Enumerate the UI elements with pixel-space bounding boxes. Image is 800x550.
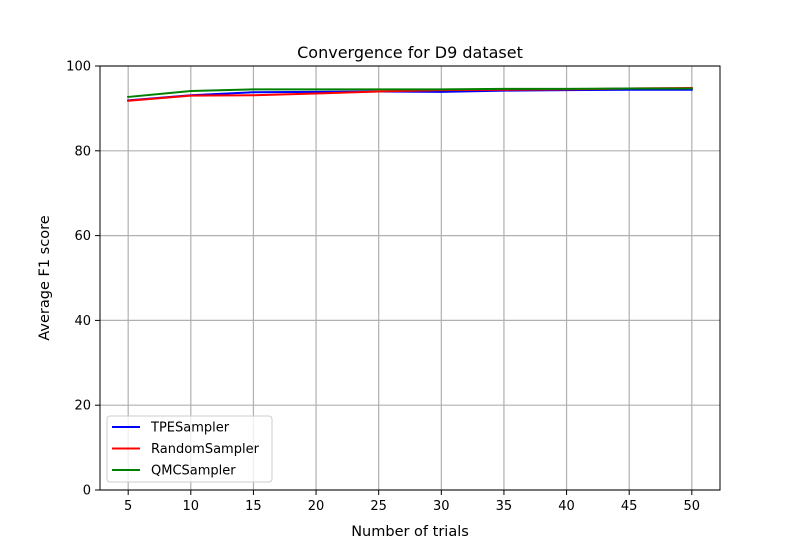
y-tick-label: 40 (74, 314, 91, 329)
y-tick-label: 60 (74, 229, 91, 244)
axis-ticks: 5 10 15 20 25 30 35 40 45 50 0 20 40 60 80 100 (66, 60, 700, 515)
x-tick-label: 45 (621, 499, 638, 514)
x-tick-label: 25 (370, 499, 387, 514)
series-lines (127, 87, 693, 102)
x-tick-label: 40 (558, 499, 575, 514)
x-axis-label: Number of trials (351, 524, 469, 540)
x-tick-label: 50 (684, 499, 701, 514)
legend-box (106, 415, 273, 483)
x-tick-label: 20 (308, 499, 325, 514)
chart-title: Convergence for D9 dataset (297, 43, 523, 62)
y-tick-label: 0 (83, 484, 91, 499)
legend-label-tpesampler: TPESampler (150, 421, 230, 436)
x-tick-label: 15 (245, 499, 262, 514)
legend: TPESampler RandomSampler QMCSampler (106, 415, 273, 483)
y-tick-label: 20 (74, 399, 91, 414)
legend-label-randomsampler: RandomSampler (151, 442, 260, 457)
x-tick-label: 35 (496, 499, 513, 514)
plot-frame (99, 65, 721, 491)
series-line-qmcsampler (127, 87, 693, 99)
y-tick-label: 80 (74, 144, 91, 159)
x-tick-label: 5 (124, 499, 132, 514)
y-tick-label: 100 (66, 60, 91, 75)
y-axis-label: Average F1 score (37, 215, 53, 340)
x-tick-label: 10 (183, 499, 200, 514)
legend-label-qmcsampler: QMCSampler (151, 464, 236, 479)
x-tick-label: 30 (433, 499, 450, 514)
